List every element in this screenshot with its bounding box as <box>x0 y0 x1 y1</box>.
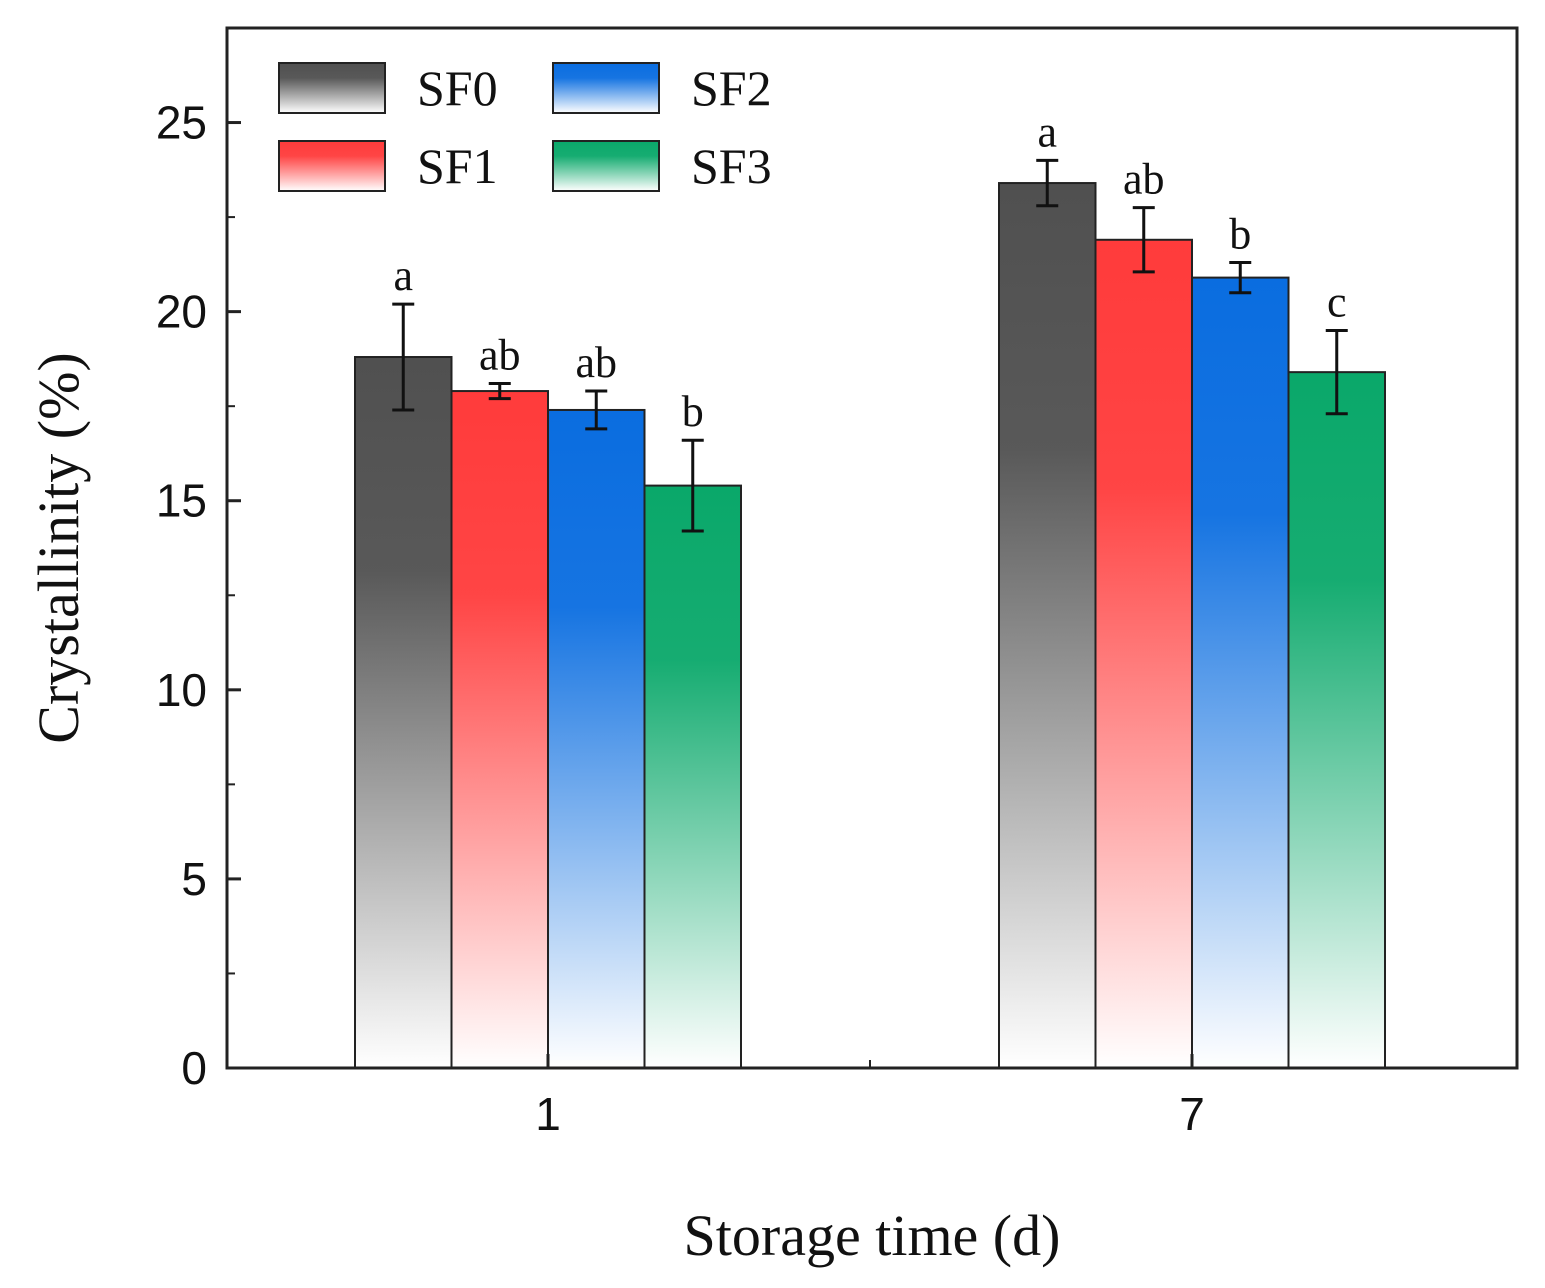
legend-item-sf3: SF3 <box>552 138 772 194</box>
sig-label-sf3-day-1: b <box>682 387 704 436</box>
error-bar-sf3-day-1 <box>681 438 704 533</box>
bar-sf2-day-7 <box>1191 276 1290 1070</box>
legend-item-sf0: SF0 <box>278 60 498 116</box>
bar-sf1-day-1 <box>450 390 549 1069</box>
x-tick-label: 7 <box>1179 1088 1205 1140</box>
y-tick-label: 0 <box>181 1042 207 1094</box>
legend-label: SF2 <box>691 60 772 116</box>
legend-label: SF0 <box>417 60 498 116</box>
bar-sf0-day-7 <box>998 182 1097 1069</box>
bar-sf0-day-1 <box>354 356 453 1069</box>
legend-swatch <box>552 62 660 114</box>
sig-label-sf1-day-1: ab <box>479 330 521 379</box>
legend-item-sf2: SF2 <box>552 60 772 116</box>
error-bar-sf0-day-7 <box>1036 158 1059 208</box>
sig-label-sf0-day-1: a <box>393 251 413 300</box>
legend-item-sf1: SF1 <box>278 138 498 194</box>
sig-label-sf3-day-7: c <box>1327 278 1347 327</box>
significance-labels-layer: a ab ab b a ab b c <box>393 107 1346 436</box>
error-bar-sf0-day-1 <box>392 302 415 412</box>
bar-sf1-day-7 <box>1094 238 1193 1070</box>
x-axis-title: Storage time (d) <box>684 1203 1061 1268</box>
y-axis: 0 5 10 15 20 25 <box>156 97 241 1094</box>
bars-layer <box>354 182 1386 1070</box>
legend-swatch <box>552 140 660 192</box>
sig-label-sf1-day-7: ab <box>1123 155 1165 204</box>
legend-label: SF1 <box>417 138 498 194</box>
sig-label-sf2-day-7: b <box>1229 209 1251 258</box>
y-tick-label: 15 <box>156 475 207 527</box>
bar-sf3-day-1 <box>643 484 742 1070</box>
error-bar-sf1-day-1 <box>488 381 511 401</box>
sig-label-sf0-day-7: a <box>1037 107 1057 156</box>
y-tick-label: 10 <box>156 664 207 716</box>
bar-sf3-day-7 <box>1287 371 1386 1069</box>
error-bar-sf2-day-7 <box>1229 260 1252 295</box>
error-bar-sf1-day-7 <box>1132 206 1155 274</box>
bar-sf2-day-1 <box>547 408 646 1069</box>
y-tick-label: 5 <box>181 853 207 905</box>
error-bar-sf3-day-7 <box>1325 329 1348 416</box>
sig-label-sf2-day-1: ab <box>575 338 617 387</box>
plot-frame <box>225 26 1519 1070</box>
legend: SF0 SF1 SF2 SF3 <box>278 60 772 194</box>
y-axis-title: Crystallinity (%) <box>26 352 91 743</box>
legend-label: SF3 <box>691 138 772 194</box>
y-tick-label: 20 <box>156 286 207 338</box>
legend-swatch <box>278 62 386 114</box>
legend-swatch <box>278 140 386 192</box>
error-bars-layer <box>392 158 1348 533</box>
x-tick-label: 1 <box>535 1088 561 1140</box>
error-bar-sf2-day-1 <box>585 389 608 431</box>
y-tick-label: 25 <box>156 97 207 149</box>
